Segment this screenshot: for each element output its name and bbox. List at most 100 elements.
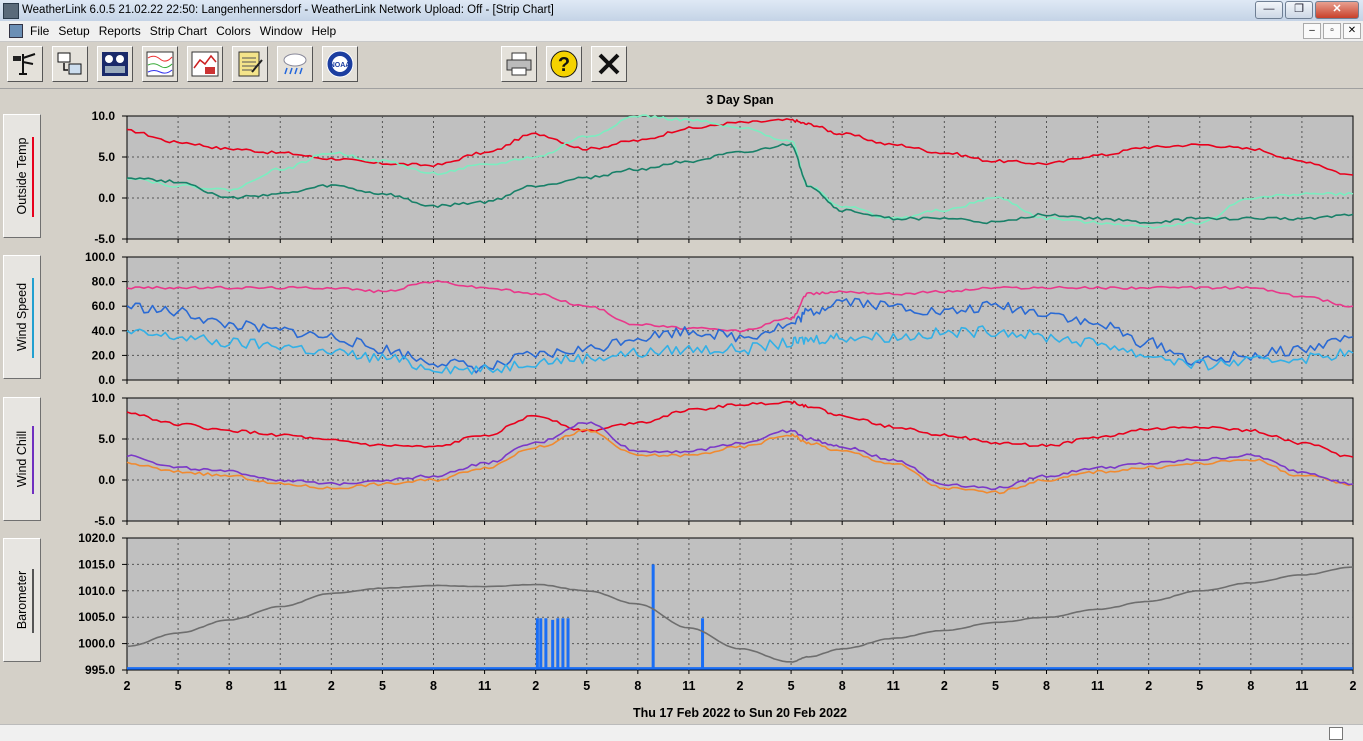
noaa-icon: NOAA [326,50,354,78]
x-tick-label: 8 [226,679,233,693]
title-bar: WeatherLink 6.0.5 21.02.22 22:50: Langen… [0,0,1363,22]
barometer-color-marker [32,569,34,633]
series-line [126,143,1354,225]
strip-chart-icon [146,51,174,77]
mdi-controls: – ▫ ✕ [1303,23,1361,39]
x-tick-label: 8 [430,679,437,693]
y-tick-label: 40.0 [92,324,116,338]
rain-bar [556,618,560,669]
wind-chill-button[interactable]: Wind Chill [3,397,41,521]
series-line [126,566,1354,663]
y-tick-label: 1020.0 [78,531,115,545]
menu-file[interactable]: File [30,24,50,38]
rain-bar [551,619,555,669]
window-controls: — ❐ ✕ [1255,1,1359,19]
y-tick-label: 0.0 [98,191,115,205]
mdi-minimize-button[interactable]: – [1303,23,1321,39]
series-line [126,400,1354,458]
y-tick-label: 995.0 [85,663,115,677]
mdi-close-button[interactable]: ✕ [1343,23,1361,39]
y-tick-label: 1015.0 [78,557,115,571]
menu-setup[interactable]: Setup [58,24,90,38]
outside-temp-color-marker [32,137,34,217]
bulletin-button[interactable] [97,46,133,82]
series-line [126,325,1354,375]
rain-bar [651,564,655,669]
strip-chart-button[interactable] [142,46,178,82]
y-tick-label: 5.0 [98,150,115,164]
y-tick-label: 1000.0 [78,637,115,651]
menu-help[interactable]: Help [311,24,337,38]
y-tick-label: 20.0 [92,348,116,362]
x-tick-label: 11 [682,679,695,693]
status-indicator [1329,727,1343,740]
x-tick-label: 8 [839,679,846,693]
series-line [126,421,1354,491]
y-tick-label: -5.0 [94,514,115,528]
x-tick-label: 2 [532,679,539,693]
close-icon [598,53,620,75]
mdi-restore-button[interactable]: ▫ [1323,23,1341,39]
barometer-button[interactable]: Barometer [3,538,41,662]
y-tick-label: 10.0 [92,109,116,123]
svg-text:NOAA: NOAA [330,62,351,69]
download-button[interactable] [52,46,88,82]
menu-reports[interactable]: Reports [98,24,141,38]
y-tick-label: 80.0 [92,275,116,289]
document-icon[interactable] [9,24,23,38]
window-title: WeatherLink 6.0.5 21.02.22 22:50: Langen… [22,4,554,16]
menu-window[interactable]: Window [259,24,303,38]
x-tick-label: 8 [1247,679,1254,693]
y-tick-label: 1005.0 [78,610,115,624]
svg-text:?: ? [558,54,570,76]
x-tick-label: 2 [328,679,335,693]
y-tick-label: 10.0 [92,391,116,405]
rain-bar [561,618,565,669]
exit-button[interactable] [591,46,627,82]
help-button[interactable]: ? [546,46,582,82]
x-tick-label: 11 [887,679,900,693]
y-tick-label: -5.0 [94,232,115,246]
series-line [126,297,1354,374]
restore-button[interactable]: ❐ [1285,1,1313,19]
rain-bar [566,618,570,669]
outside-temp-button[interactable]: Outside Temp [3,114,41,238]
plot-button[interactable] [187,46,223,82]
y-tick-label: 1010.0 [78,584,115,598]
wind-speed-button[interactable]: Wind Speed [3,255,41,379]
wind-speed-color-marker [32,278,34,358]
app-icon [3,3,19,19]
series-line [126,118,1354,176]
plot-icon [191,51,219,77]
y-tick-label: 60.0 [92,299,116,313]
notes-icon [238,51,263,77]
x-tick-label: 5 [583,679,590,693]
y-tick-label: 100.0 [85,250,115,264]
y-tick-label: 0.0 [98,373,115,387]
x-tick-label: 2 [1145,679,1152,693]
rain-bar [544,618,548,669]
weather-button[interactable] [277,46,313,82]
close-window-button[interactable]: ✕ [1315,1,1359,19]
menu-colors[interactable]: Colors [216,24,251,38]
x-tick-label: 5 [992,679,999,693]
x-tick-label: 11 [1295,679,1308,693]
download-icon [57,52,82,75]
notes-button[interactable] [232,46,268,82]
x-tick-label: 5 [1196,679,1203,693]
series-line [126,279,1354,333]
station-button[interactable] [7,46,43,82]
x-tick-label: 11 [1091,679,1104,693]
menu-strip-chart[interactable]: Strip Chart [149,24,208,38]
print-button[interactable] [501,46,537,82]
x-tick-label: 11 [478,679,491,693]
x-tick-label: 8 [1043,679,1050,693]
weather-icon [283,53,307,75]
noaa-button[interactable]: NOAA [322,46,358,82]
bulletin-icon [102,52,128,76]
series-line [126,114,1354,229]
minimize-button[interactable]: — [1255,1,1283,19]
x-tick-label: 2 [737,679,744,693]
strip-chart: 3 Day Span10.05.00.0-5.0100.080.060.040.… [78,93,1356,720]
wind-chill-color-marker [32,426,34,494]
